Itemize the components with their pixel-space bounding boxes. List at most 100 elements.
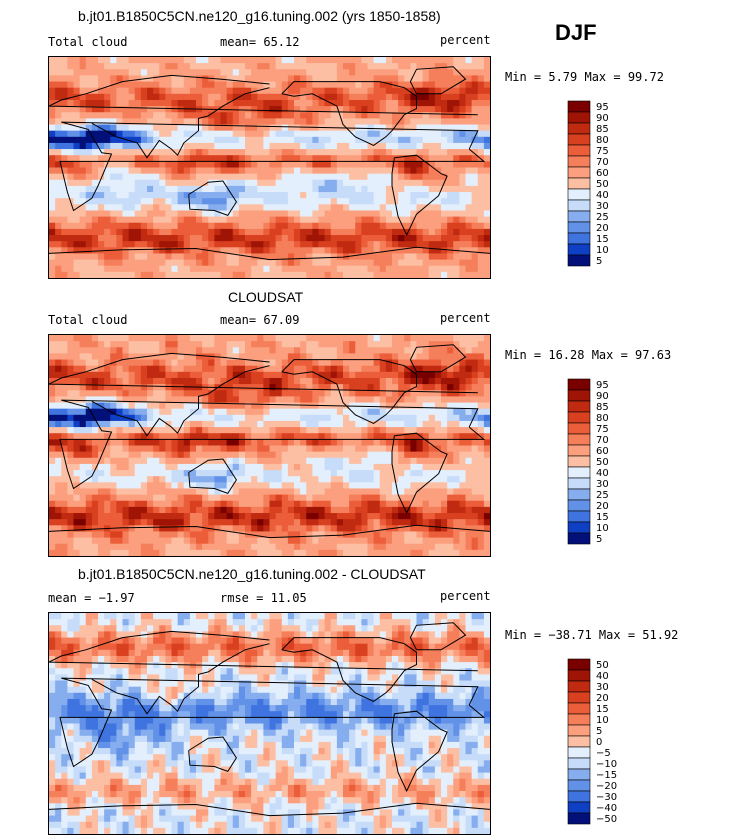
map-cell [257,365,264,373]
map-cell [477,420,485,428]
map-cell [269,476,277,483]
map-cell [318,106,326,113]
map-cell [447,57,454,64]
map-cell [147,377,154,385]
map-cell [373,247,381,255]
map-cell [379,433,387,440]
map-cell [67,81,75,89]
map-cell [128,347,136,355]
map-cell [238,347,246,355]
map-cell [471,433,479,440]
map-cell [404,93,411,101]
map-cell [355,81,362,89]
map-cell [349,118,356,126]
map-cell [471,439,479,447]
map-cell [208,341,215,348]
map-cell [287,457,295,465]
map-cell [73,384,81,391]
map-cell [398,482,405,490]
map-cell [153,81,160,89]
map-cell [355,192,362,199]
map-cell [122,179,130,187]
map-cell [214,408,222,416]
map-cell [251,494,258,502]
map-cell [318,525,326,533]
map-cell [416,228,424,236]
map-cell [116,130,124,138]
map-cell [410,271,418,278]
map-cell [447,408,454,416]
map-cell [208,130,215,138]
map-cell [226,216,234,224]
map-cell [177,93,185,101]
map-cell [159,408,166,416]
map-cell [343,396,350,404]
map-cell [306,271,313,278]
map-cell [441,235,448,242]
map-cell [349,192,356,199]
map-cell [441,118,448,126]
map-cell [79,420,87,428]
map-cell [300,130,307,138]
map-cell [153,57,160,64]
map-cell [134,87,142,95]
map-cell [91,359,99,367]
map-cell [294,99,301,107]
map-cell [343,222,350,230]
map-cell [416,87,424,95]
map-cell [245,265,252,273]
map-cell [85,271,93,278]
map-cell [104,513,111,520]
map-cell [49,161,56,169]
map-cell [428,63,436,70]
map-cell [269,347,277,355]
map-cell [171,130,179,138]
map-cell [251,433,258,440]
map-cell [79,341,87,348]
map-cell [434,167,442,175]
map-cell [324,185,332,193]
map-cell [294,463,301,471]
map-cell [49,488,56,496]
map-cell [226,228,234,236]
map-cell [153,118,160,126]
map-cell [104,99,111,107]
map-cell [361,99,369,107]
map-cell [122,513,130,520]
map-cell [128,513,136,520]
map-cell [300,433,307,440]
map-cell [91,259,99,267]
map-cell [336,155,344,162]
map-cell [343,525,350,533]
map-cell [404,69,411,77]
map-cell [312,513,320,520]
map-cell [483,235,490,242]
map-cell [355,433,362,440]
map-cell [73,155,81,162]
map-cell [453,506,460,514]
map-cell [263,402,271,410]
map-cell [410,253,418,261]
map-cell [128,482,136,490]
map-cell [251,451,258,459]
map-cell [61,439,68,447]
map-cell [471,390,479,397]
map-cell [128,173,136,181]
map-cell [171,216,179,224]
map-cell [416,247,424,255]
map-cell [183,359,191,367]
map-cell [73,93,81,101]
map-cell [91,235,99,242]
map-cell [226,482,234,490]
map-cell [220,463,228,471]
map-cell [312,247,320,255]
map-cell [471,173,479,181]
map-cell [257,408,264,416]
map-cell [324,106,332,113]
map-cell [330,445,338,453]
map-cell [165,155,173,162]
map-cell [85,377,93,385]
map-cell [306,247,313,255]
map-cell [300,142,307,150]
map-cell [471,235,479,242]
